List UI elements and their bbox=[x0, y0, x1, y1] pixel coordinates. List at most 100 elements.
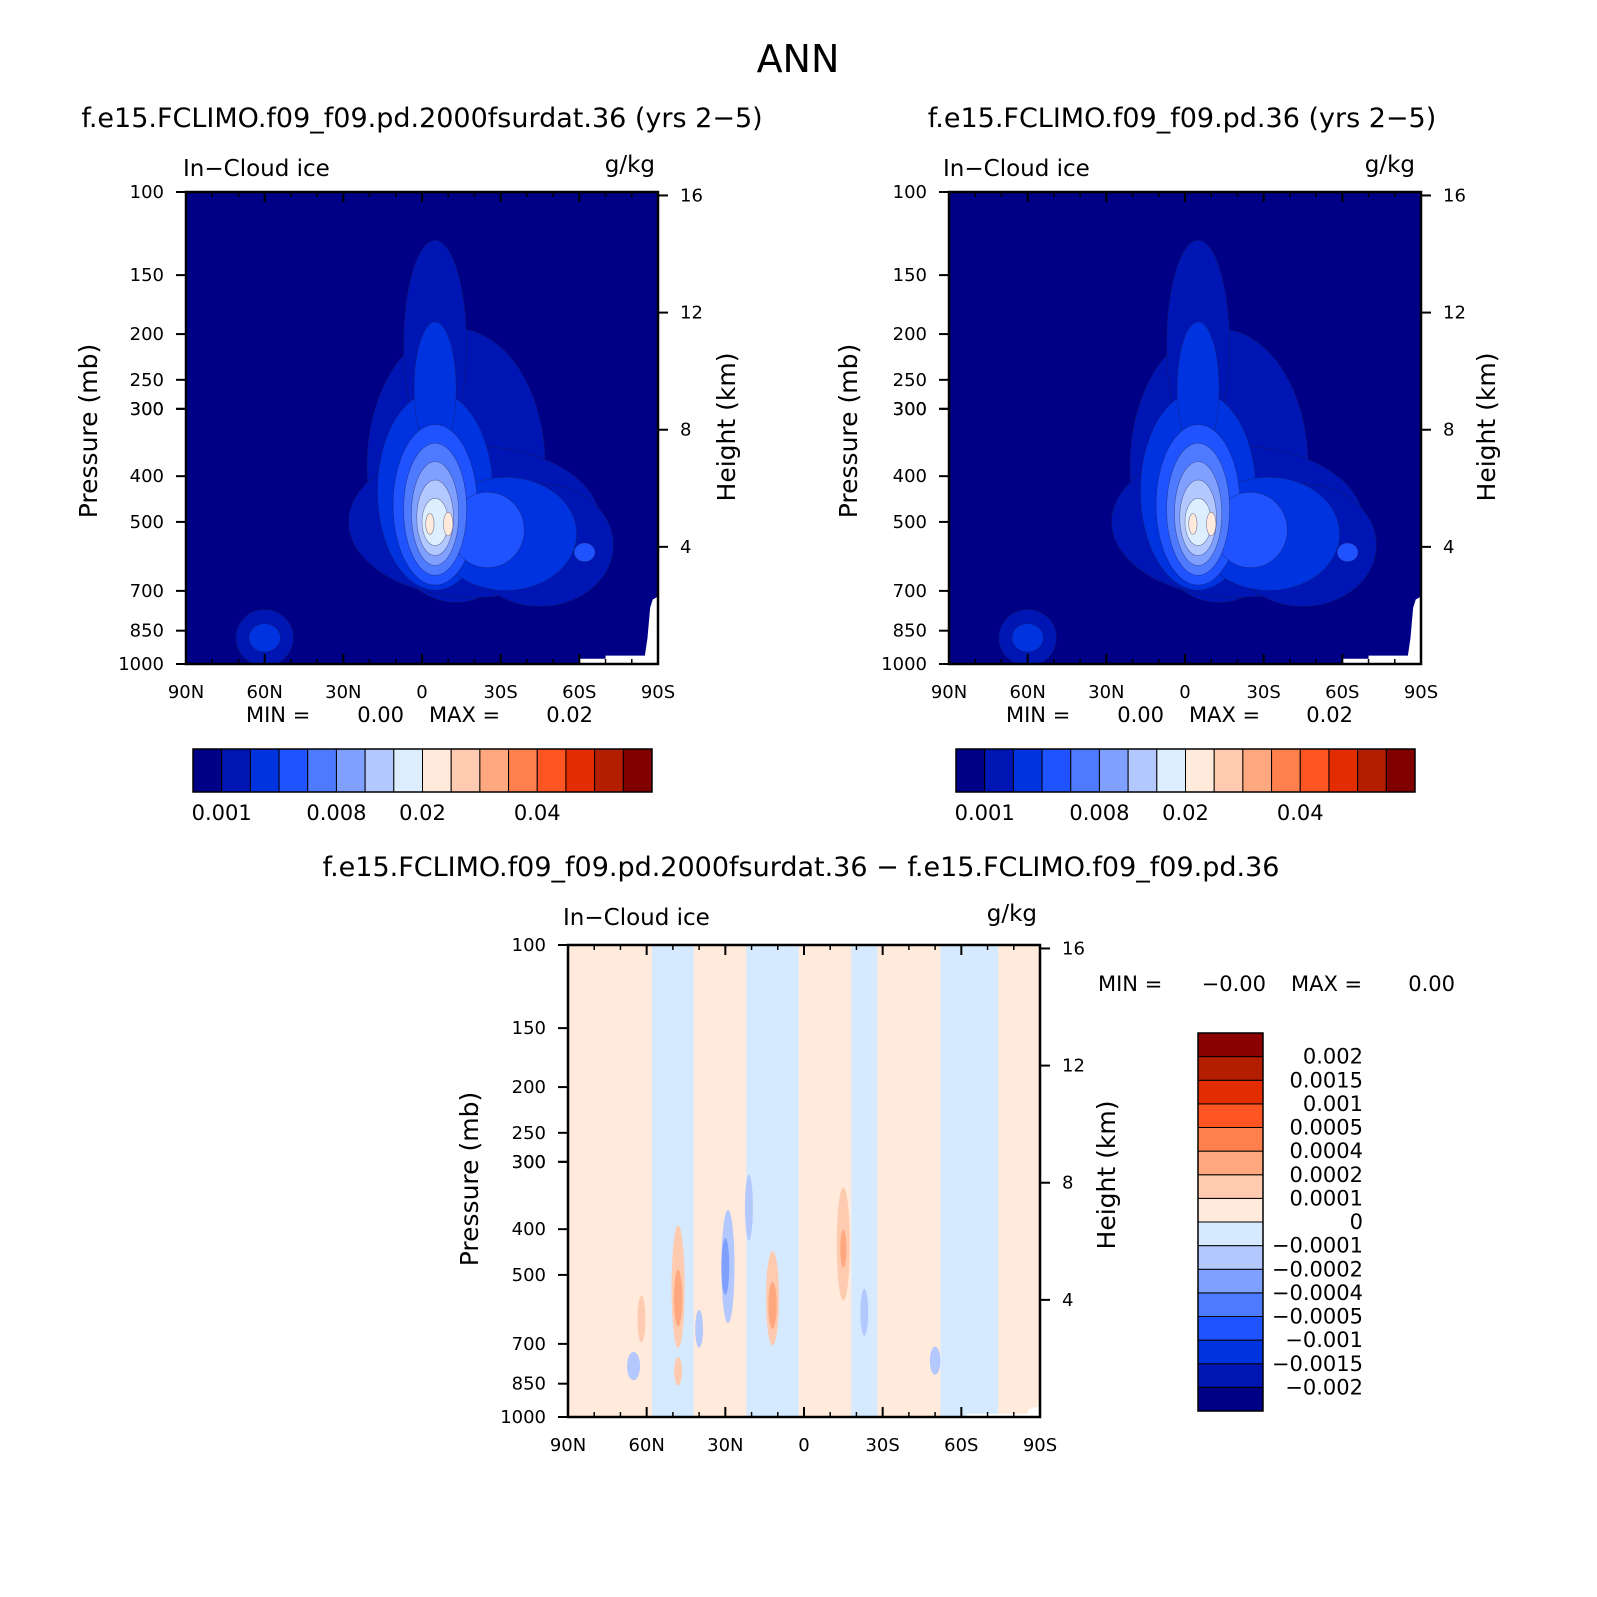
colorbar-label: 0.0004 bbox=[1290, 1139, 1363, 1163]
colorbar-box bbox=[1299, 748, 1330, 793]
colorbar-box bbox=[536, 748, 567, 793]
colorbar-box bbox=[1098, 748, 1129, 793]
min-label: MIN = bbox=[1006, 703, 1070, 727]
contour-level-8 bbox=[1188, 513, 1198, 535]
panel-title: f.e15.FCLIMO.f09_f09.pd.2000fsurdat.36 (… bbox=[81, 103, 762, 134]
y-tick-label: 150 bbox=[893, 265, 927, 286]
colorbar-label: −0.002 bbox=[1285, 1375, 1363, 1399]
contour-level-4 bbox=[840, 1229, 847, 1268]
y2-axis-label: Height (km) bbox=[712, 353, 741, 502]
colorbar-box bbox=[393, 748, 423, 793]
colorbar-box bbox=[1271, 748, 1301, 793]
y-tick-label: 200 bbox=[130, 324, 164, 345]
y2-tick-label: 4 bbox=[1062, 1290, 1073, 1311]
y-tick-label: 1000 bbox=[881, 654, 927, 675]
y-tick-label: 500 bbox=[512, 1265, 546, 1286]
colorbar-box bbox=[1070, 748, 1100, 793]
colorbar-label: 0.02 bbox=[399, 801, 446, 825]
y2-tick-label: 8 bbox=[1062, 1173, 1073, 1194]
colorbar-box bbox=[1357, 748, 1387, 793]
y-tick-label: 850 bbox=[893, 621, 927, 642]
x-tick-label: 30S bbox=[1246, 682, 1280, 703]
colorbar-box bbox=[1197, 1127, 1264, 1152]
y-tick-label: 150 bbox=[130, 265, 164, 286]
colorbar-box bbox=[1197, 1316, 1264, 1341]
colorbar-label: 0.008 bbox=[1069, 801, 1129, 825]
panel-title: f.e15.FCLIMO.f09_f09.pd.36 (yrs 2−5) bbox=[928, 103, 1436, 134]
y-tick-label: 300 bbox=[893, 399, 927, 420]
colorbar-box bbox=[422, 748, 452, 793]
x-tick-label: 90N bbox=[550, 1435, 586, 1456]
colorbar-box bbox=[565, 748, 596, 793]
max-value: 0.02 bbox=[1306, 703, 1353, 727]
variable-label: In−Cloud ice bbox=[183, 156, 330, 182]
x-tick-label: 60N bbox=[246, 682, 282, 703]
x-tick-label: 90N bbox=[931, 682, 967, 703]
figure-title: ANN bbox=[757, 37, 840, 81]
colorbar-box bbox=[1197, 1268, 1264, 1294]
colorbar-box bbox=[1197, 1363, 1264, 1388]
contour-level--2 bbox=[745, 1174, 753, 1241]
y-tick-label: 200 bbox=[893, 324, 927, 345]
colorbar-label: −0.001 bbox=[1285, 1328, 1363, 1352]
contour-level-2 bbox=[1011, 623, 1044, 653]
x-tick-label: 90S bbox=[641, 682, 675, 703]
y2-tick-label: 16 bbox=[680, 185, 703, 206]
colorbar-box bbox=[1197, 1032, 1264, 1058]
x-tick-label: 30N bbox=[325, 682, 361, 703]
min-value: −0.00 bbox=[1202, 972, 1266, 996]
colorbar-box bbox=[307, 748, 337, 793]
colorbar-box bbox=[1197, 1339, 1264, 1365]
y2-axis-label: Height (km) bbox=[1092, 1101, 1121, 1250]
colorbar-label: −0.0015 bbox=[1272, 1352, 1363, 1376]
colorbar-label: 0.04 bbox=[1277, 801, 1324, 825]
y-tick-label: 850 bbox=[130, 621, 164, 642]
variable-label: In−Cloud ice bbox=[943, 156, 1090, 182]
colorbar-label: 0.008 bbox=[306, 801, 366, 825]
y-tick-label: 100 bbox=[893, 182, 927, 203]
colorbar-box bbox=[1197, 1221, 1264, 1247]
panel-difference: f.e15.FCLIMO.f09_f09.pd.2000fsurdat.36 −… bbox=[323, 852, 1455, 1456]
x-tick-label: 30S bbox=[865, 1435, 899, 1456]
colorbar-label: 0.001 bbox=[955, 801, 1015, 825]
colorbar-label: 0.04 bbox=[514, 801, 561, 825]
colorbar-label: 0.002 bbox=[1303, 1045, 1363, 1069]
colorbar-label: 0.0015 bbox=[1290, 1068, 1363, 1092]
panel-ctrl-2000fsurdat: f.e15.FCLIMO.f09_f09.pd.2000fsurdat.36 (… bbox=[74, 103, 763, 825]
y-tick-label: 1000 bbox=[118, 654, 164, 675]
min-value: 0.00 bbox=[1117, 703, 1164, 727]
colorbar-label: 0.0002 bbox=[1290, 1163, 1363, 1187]
contour-level--3 bbox=[721, 1238, 730, 1295]
y2-tick-label: 8 bbox=[1443, 420, 1454, 441]
colorbar-box bbox=[984, 748, 1014, 793]
max-label: MAX = bbox=[1189, 703, 1260, 727]
x-tick-label: 90N bbox=[168, 682, 204, 703]
contour-level--2 bbox=[929, 1346, 941, 1375]
colorbar-frame bbox=[1197, 1032, 1264, 1412]
colorbar-box bbox=[1197, 1245, 1264, 1270]
colorbar-box bbox=[221, 748, 251, 793]
colorbar-label: 0 bbox=[1350, 1210, 1363, 1234]
colorbar-box bbox=[955, 748, 986, 793]
colorbar-box bbox=[192, 748, 223, 793]
y-tick-label: 250 bbox=[512, 1123, 546, 1144]
y2-tick-label: 12 bbox=[1062, 1056, 1085, 1077]
contour-level-8 bbox=[425, 513, 435, 535]
colorbar-box bbox=[364, 748, 395, 793]
colorbar-box bbox=[1385, 748, 1416, 793]
contour-level-8 bbox=[443, 511, 454, 537]
contour-level-3 bbox=[674, 1357, 683, 1386]
units-label: g/kg bbox=[605, 152, 655, 178]
y-tick-label: 400 bbox=[893, 466, 927, 487]
colorbar-box bbox=[1197, 1292, 1264, 1317]
y-tick-label: 500 bbox=[893, 512, 927, 533]
colorbar-box bbox=[1041, 748, 1072, 793]
positive-band bbox=[798, 945, 852, 1417]
contour-level--2 bbox=[627, 1351, 641, 1381]
y-axis-label: Pressure (mb) bbox=[834, 344, 863, 518]
y-tick-label: 700 bbox=[130, 581, 164, 602]
x-tick-label: 60S bbox=[944, 1435, 978, 1456]
y-axis-label: Pressure (mb) bbox=[74, 344, 103, 518]
y-tick-label: 850 bbox=[512, 1374, 546, 1395]
x-tick-label: 30S bbox=[483, 682, 517, 703]
